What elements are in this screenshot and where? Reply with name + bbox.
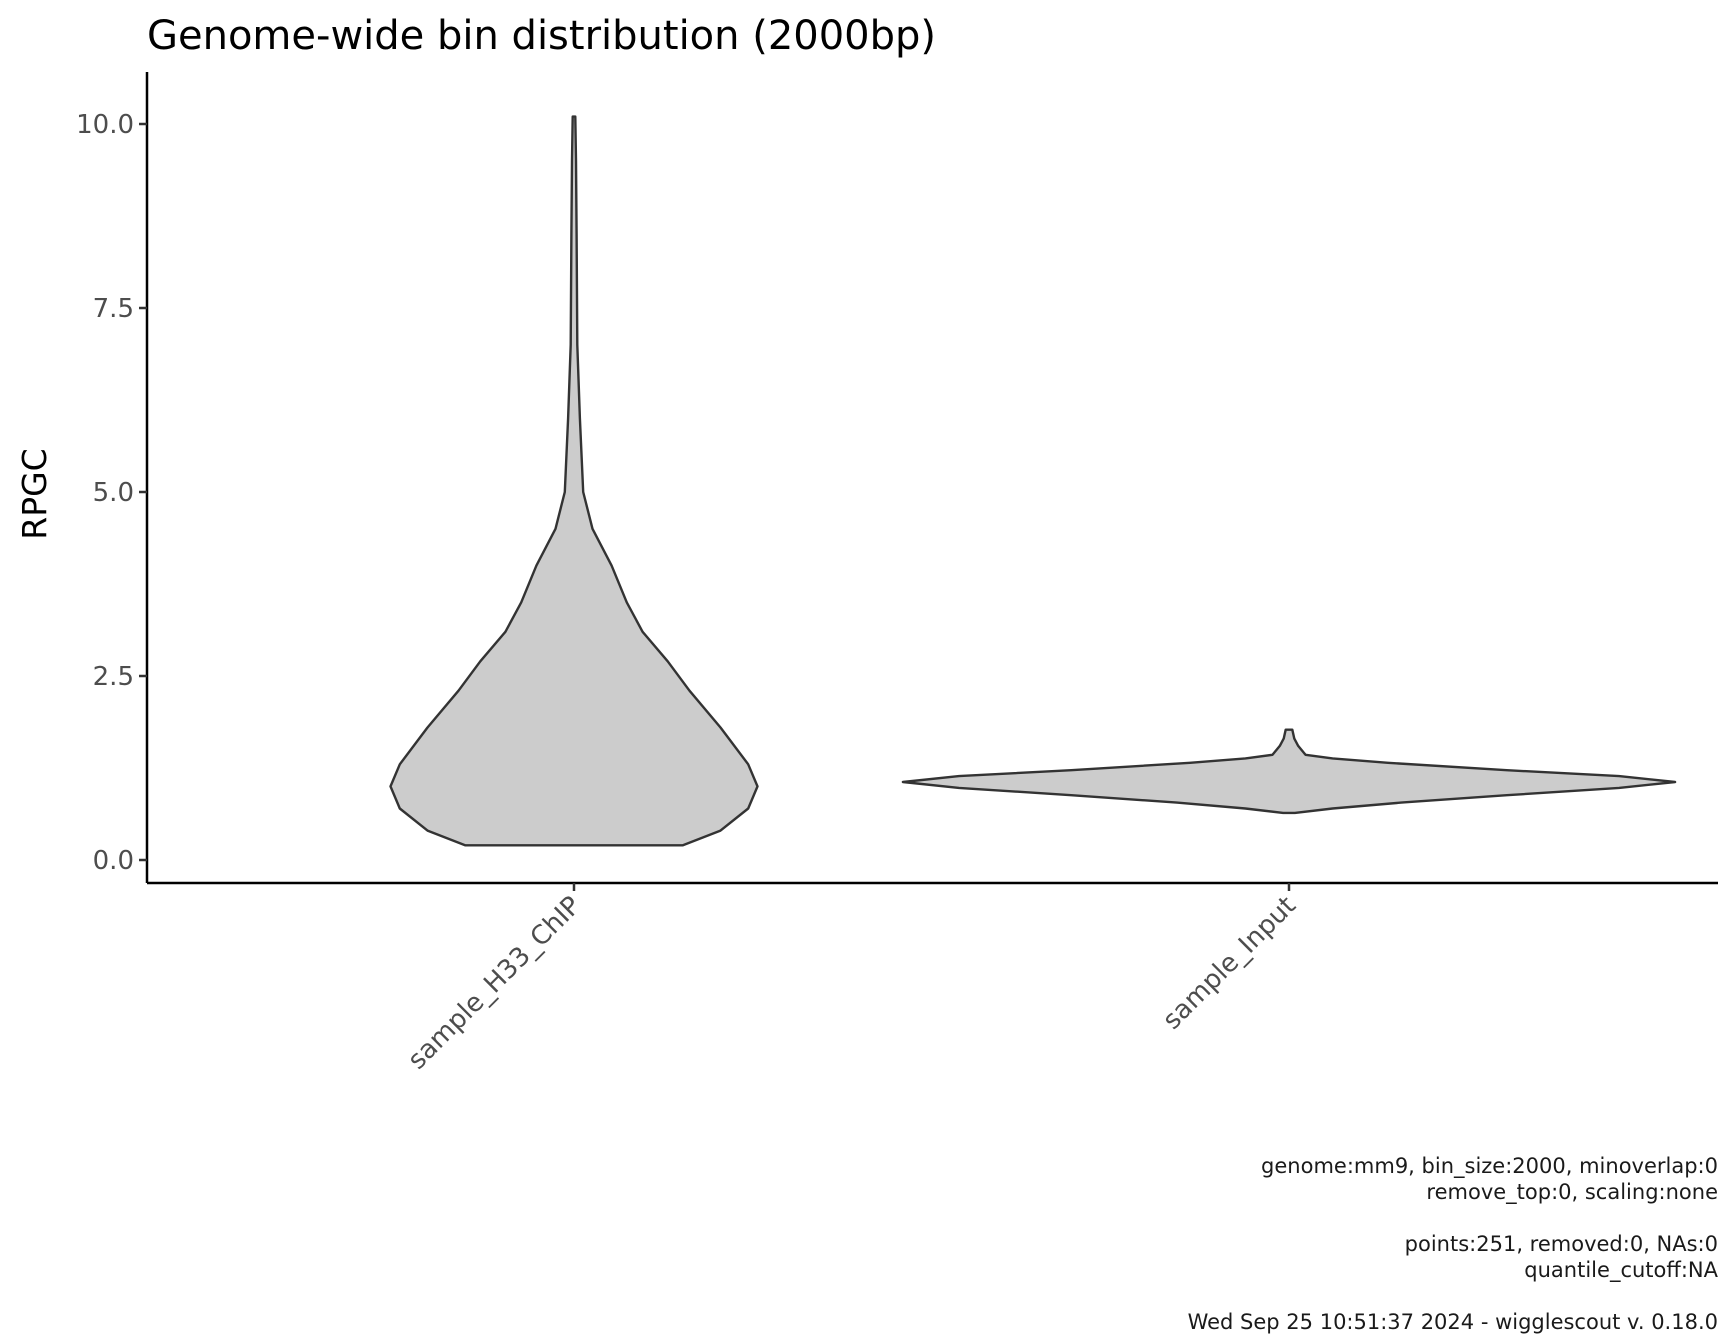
y-tick-label: 5.0 [93,478,134,508]
y-tick-label: 7.5 [93,294,134,324]
y-tick-label: 0.0 [93,846,134,876]
chart-title: Genome-wide bin distribution (2000bp) [147,13,936,59]
caption-line: points:251, removed:0, NAs:0 [1405,1232,1718,1256]
caption-line: genome:mm9, bin_size:2000, minoverlap:0 [1261,1154,1718,1179]
y-tick-label: 2.5 [93,662,134,692]
caption-block: genome:mm9, bin_size:2000, minoverlap:0r… [1188,1154,1719,1334]
x-tick-label: sample_H33_ChIP [402,891,587,1076]
y-tick-label: 10.0 [76,110,134,140]
violin-input [901,728,1677,815]
violin-h33-chip [389,115,759,847]
caption-line: Wed Sep 25 10:51:37 2024 - wigglescout v… [1188,1310,1718,1334]
caption-line: quantile_cutoff:NA [1524,1258,1718,1283]
y-axis-label: RPGC [15,448,54,539]
plot-area: 0.0 2.5 5.0 7.5 10.0 sample_H33_ChIP sample_In… [76,72,1718,1075]
x-tick-label: sample_Input [1157,891,1302,1036]
caption-line: remove_top:0, scaling:none [1426,1180,1718,1205]
